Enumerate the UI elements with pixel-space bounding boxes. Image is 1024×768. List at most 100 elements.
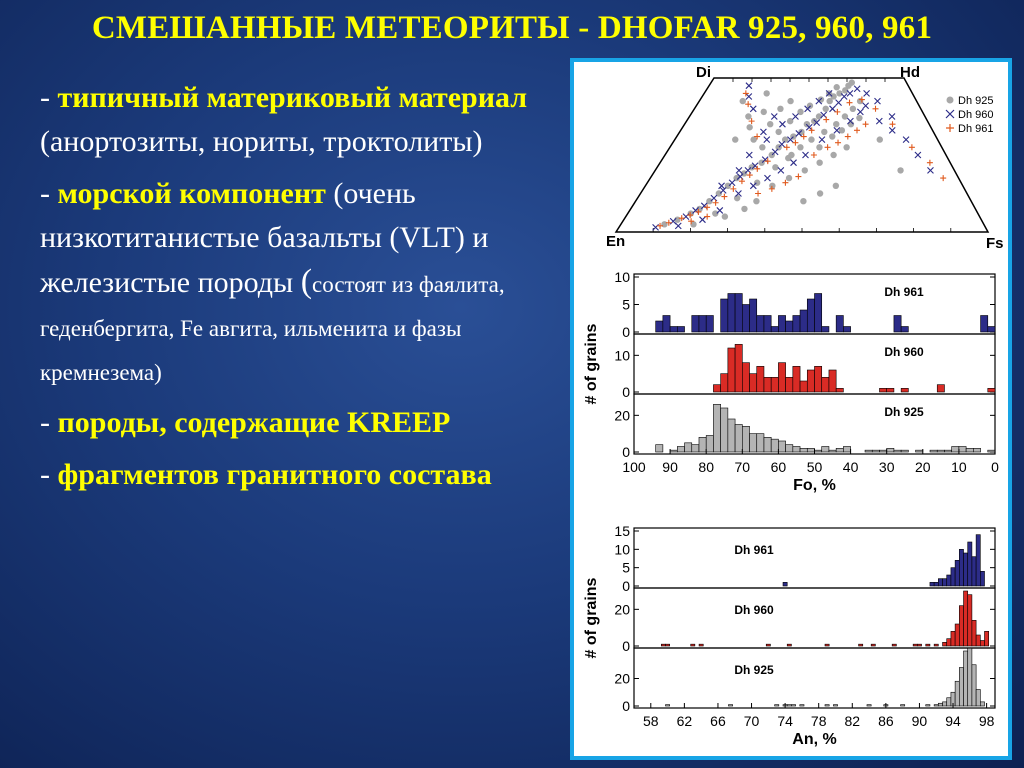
histogram-bar (763, 377, 772, 393)
histogram-bar (933, 643, 939, 647)
histogram-bar (886, 448, 895, 453)
scatter-point-dh925 (832, 182, 840, 189)
scatter-point-dh960 (802, 151, 809, 159)
histogram-bar (792, 446, 801, 453)
histogram-bar (782, 582, 788, 587)
histogram-panel-frame (633, 647, 996, 709)
histogram-bar (765, 643, 771, 647)
histogram-bar (929, 449, 938, 453)
histogram-bar (720, 373, 729, 393)
histogram-bar (866, 704, 872, 707)
histogram-bar (984, 631, 990, 647)
scatter-point-dh925 (715, 190, 723, 197)
corner-label-hd: Hd (900, 64, 920, 81)
histogram-bar (799, 309, 808, 333)
histogram-bar (980, 640, 985, 647)
x-tick-label: 90 (912, 713, 928, 729)
x-tick-label: 50 (807, 459, 823, 475)
scatter-point-dh925 (856, 114, 863, 122)
scatter-point-dh961 (754, 165, 761, 172)
scatter-point-dh925 (829, 133, 836, 140)
y-tick-label: 20 (614, 601, 630, 617)
scatter-point-dh961 (889, 121, 896, 128)
x-tick-label: 40 (843, 459, 859, 475)
scatter-point-dh960 (818, 136, 826, 143)
scatter-point-dh960 (719, 187, 727, 194)
scatter-point-dh961 (764, 158, 771, 165)
scatter-point-dh960 (875, 117, 883, 125)
scatter-point-dh961 (940, 175, 947, 182)
histogram-bar (864, 449, 873, 453)
x-tick-label: 66 (710, 713, 726, 729)
legend-label: Dh 961 (958, 123, 993, 135)
scatter-point-dh925 (838, 127, 846, 134)
bullet-dash: - (40, 81, 58, 114)
scatter-point-dh961 (810, 152, 817, 158)
histogram-bar (963, 552, 969, 587)
scatter-point-dh960 (804, 105, 811, 113)
histogram-bar (665, 704, 670, 707)
scatter-point-dh925 (769, 182, 776, 189)
histogram-bar (958, 446, 967, 453)
histogram-bar (871, 449, 880, 453)
histogram-bar (662, 315, 671, 333)
x-tick-label: 70 (735, 459, 751, 475)
scatter-point-dh925 (797, 144, 804, 151)
histogram-bar (824, 643, 830, 647)
legend-label: Dh 925 (958, 95, 993, 107)
scatter-point-dh960 (735, 190, 742, 197)
scatter-point-dh961 (795, 173, 802, 180)
scatter-point-dh925 (876, 136, 883, 143)
scatter-point-dh925 (777, 105, 784, 112)
scatter-point-dh925 (772, 164, 779, 171)
histogram-bar (946, 697, 952, 707)
scatter-point-dh961 (823, 116, 830, 123)
corner-label-en: En (606, 233, 625, 250)
scatter-point-dh961 (858, 96, 865, 103)
histogram-bar (778, 440, 786, 453)
histogram-bar (786, 704, 792, 707)
histogram-bar (971, 620, 977, 647)
scatter-point-dh925 (797, 108, 804, 116)
histogram-bar (933, 704, 939, 707)
x-tick-label: 74 (777, 713, 793, 729)
scatter-point-dh960 (777, 167, 785, 174)
scatter-point-dh925 (786, 117, 794, 125)
histogram-bar (728, 704, 733, 707)
scatter-point-dh961 (746, 172, 753, 179)
y-tick-label: 0 (622, 578, 630, 594)
scatter-point-dh960 (764, 174, 771, 182)
scatter-point-dh960 (745, 82, 753, 90)
histogram-bar (742, 426, 750, 453)
scatter-point-dh961 (908, 144, 915, 151)
scatter-point-dh925 (785, 154, 792, 162)
histogram-bar (893, 449, 902, 453)
histogram-bar (792, 366, 801, 393)
histogram-bar (975, 534, 981, 587)
corner-label-fs: Fs (986, 235, 1004, 252)
scatter-point-dh960 (745, 93, 753, 100)
scatter-point-dh925 (843, 144, 850, 151)
figure-svg: Di Hd En Fs Dh 925 Dh 960 Dh 961 0 5 10 Dh 961 0 10 D… (583, 64, 1004, 748)
histogram-bar (770, 326, 779, 333)
scatter-point-dh961 (853, 127, 860, 134)
scatter-point-dh925 (830, 93, 837, 100)
scatter-point-dh925 (781, 136, 789, 143)
scatter-point-dh925 (760, 108, 767, 116)
histogram-bar (879, 449, 888, 453)
scatter-point-dh925 (690, 221, 697, 228)
bullet-dash: - (40, 458, 58, 491)
scatter-point-dh925 (706, 198, 713, 205)
histogram-bar (655, 320, 664, 333)
histogram-bar (900, 704, 906, 707)
scatter-point-dh960 (927, 167, 934, 174)
histogram-bar (959, 667, 964, 707)
bullet-item: - породы, содержащие KREEP (40, 401, 560, 445)
histogram-bar (665, 643, 670, 647)
histogram-bar (720, 298, 729, 333)
scatter-point-dh960 (674, 222, 682, 230)
scatter-point-dh925 (712, 210, 719, 217)
histogram-bar (669, 449, 678, 453)
histogram-panel-label: Dh 961 (884, 285, 924, 299)
histogram-bar (980, 315, 989, 333)
